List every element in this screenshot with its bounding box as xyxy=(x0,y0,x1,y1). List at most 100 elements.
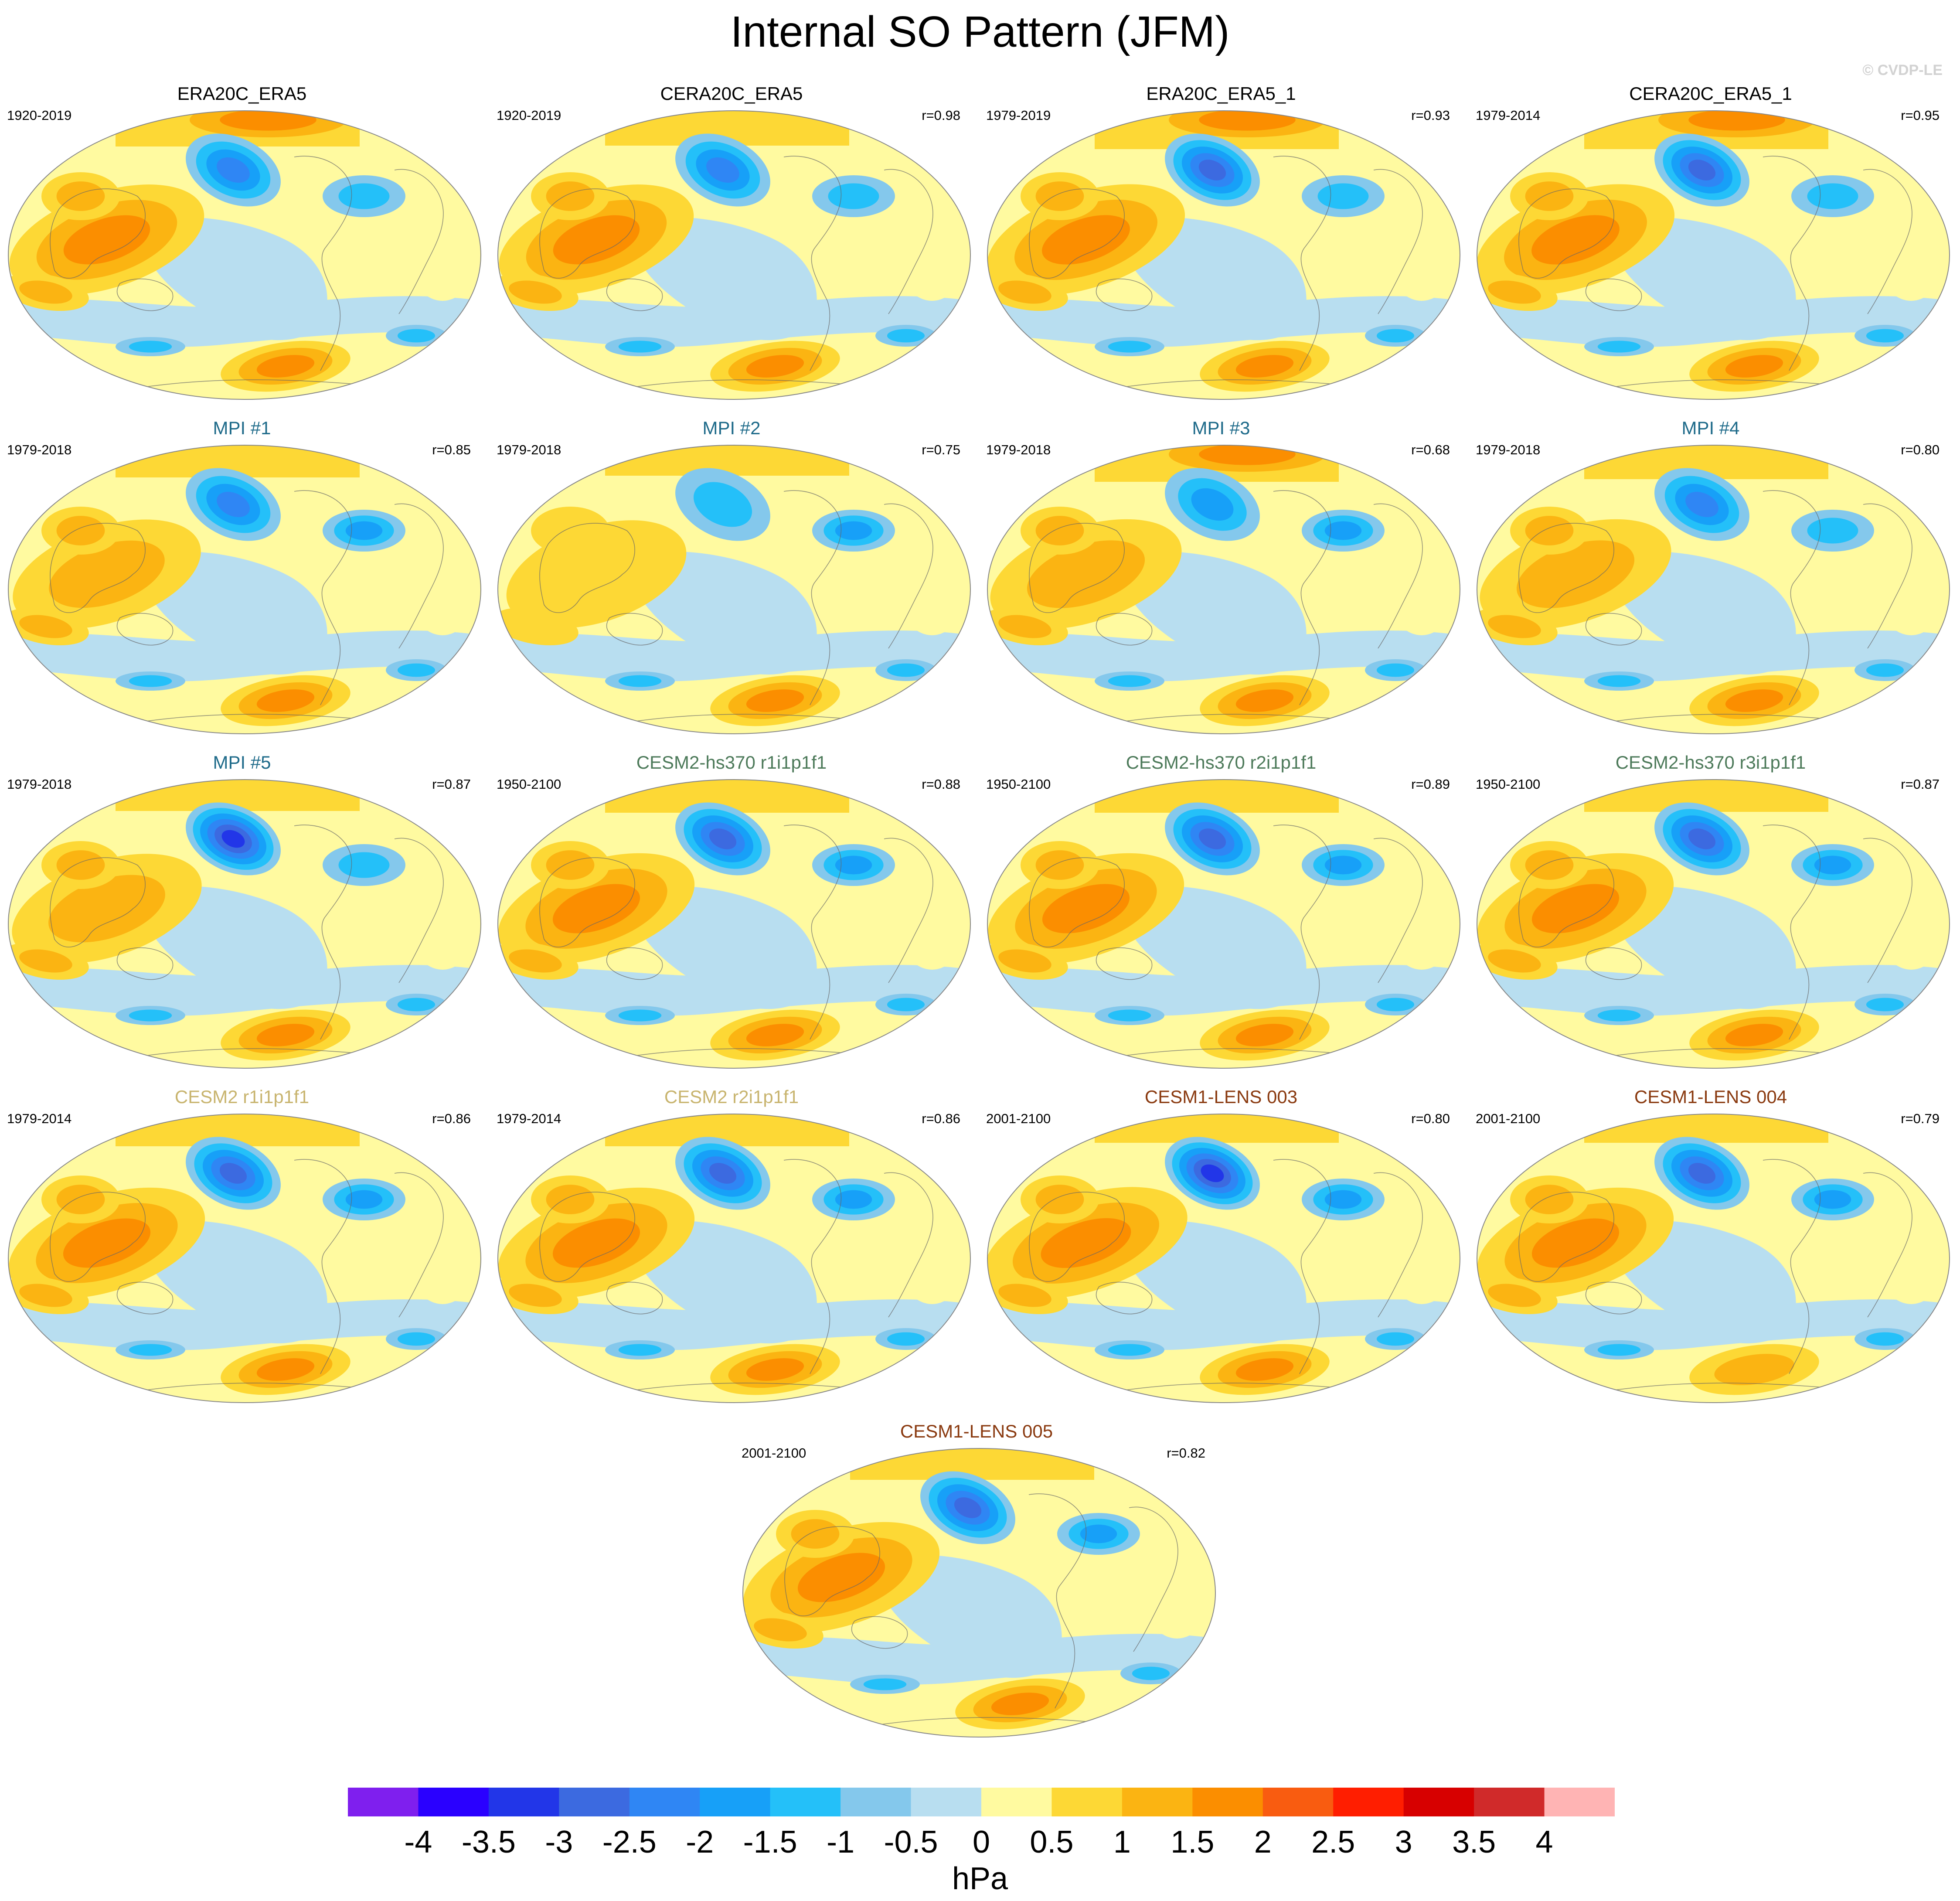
sea-level-pressure-map xyxy=(987,779,1460,1069)
colorbar-swatch xyxy=(1262,1788,1334,1816)
sea-level-pressure-map xyxy=(987,1114,1460,1403)
colorbar-tick-label: 3.5 xyxy=(1452,1825,1496,1860)
sea-level-pressure-map xyxy=(987,445,1460,734)
map-panel: MPI #4 1979-2018 r=0.80 xyxy=(1469,417,1953,740)
map-panel: CESM2-hs370 r2i1p1f1 1950-2100 r=0.89 xyxy=(979,752,1463,1074)
map-panel: ERA20C_ERA5 1920-2019 xyxy=(0,83,484,405)
colorbar-swatch xyxy=(700,1788,771,1816)
panel-title: CESM2-hs370 r2i1p1f1 xyxy=(1126,752,1317,773)
sea-level-pressure-map xyxy=(497,1114,971,1403)
sea-level-pressure-map xyxy=(497,110,971,400)
sea-level-pressure-map xyxy=(8,110,481,400)
panel-title: MPI #5 xyxy=(213,752,271,773)
panel-correlation: r=0.80 xyxy=(1901,442,1940,457)
panel-title: CERA20C_ERA5 xyxy=(660,83,803,104)
panel-period: 1979-2018 xyxy=(1476,442,1541,457)
colorbar-swatch xyxy=(770,1788,841,1816)
panel-period: 1979-2018 xyxy=(7,777,72,792)
colorbar-tick-label: 0.5 xyxy=(1030,1825,1074,1860)
colorbar-tick-label: 2.5 xyxy=(1311,1825,1355,1860)
sea-level-pressure-map xyxy=(1477,1114,1950,1403)
panel-correlation: r=0.86 xyxy=(922,1111,960,1126)
panel-correlation: r=0.86 xyxy=(432,1111,471,1126)
colorbar-swatch xyxy=(1333,1788,1404,1816)
panel-period: 1950-2100 xyxy=(986,777,1051,792)
colorbar-swatch xyxy=(1544,1788,1615,1816)
map-panel: CERA20C_ERA5 1920-2019 r=0.98 xyxy=(490,83,973,405)
panel-period: 2001-2100 xyxy=(742,1445,806,1461)
colorbar-swatch xyxy=(1192,1788,1263,1816)
panel-period: 2001-2100 xyxy=(986,1111,1051,1126)
panel-title: CESM2 r2i1p1f1 xyxy=(664,1087,799,1107)
map-panel: MPI #3 1979-2018 r=0.68 xyxy=(979,417,1463,740)
map-panel: CESM2 r1i1p1f1 1979-2014 r=0.86 xyxy=(0,1086,484,1409)
panel-period: 1979-2018 xyxy=(497,442,561,457)
panel-title: ERA20C_ERA5 xyxy=(177,83,307,104)
panel-correlation: r=0.79 xyxy=(1901,1111,1940,1126)
colorbar-swatches xyxy=(348,1788,1615,1816)
colorbar: -4 -3.5 -3 -2.5 -2 -1.5 -1 -0.5 0 0.5 1 1.5 2 2.5 3 3.5… xyxy=(0,1788,1960,1901)
colorbar-swatch xyxy=(1403,1788,1474,1816)
colorbar-swatch xyxy=(911,1788,982,1816)
panel-correlation: r=0.82 xyxy=(1167,1445,1205,1461)
colorbar-tick-label: 1 xyxy=(1113,1825,1131,1860)
map-panel: ERA20C_ERA5_1 1979-2019 r=0.93 xyxy=(979,83,1463,405)
sea-level-pressure-map xyxy=(1477,110,1950,400)
panel-title: CERA20C_ERA5_1 xyxy=(1629,83,1792,104)
colorbar-swatch xyxy=(981,1788,1052,1816)
colorbar-swatch xyxy=(488,1788,559,1816)
colorbar-tick-label: -1.5 xyxy=(743,1825,797,1860)
colorbar-tick-label: 2 xyxy=(1254,1825,1272,1860)
sea-level-pressure-map xyxy=(497,445,971,734)
sea-level-pressure-map xyxy=(742,1448,1216,1737)
colorbar-swatch xyxy=(629,1788,700,1816)
panel-period: 2001-2100 xyxy=(1476,1111,1541,1126)
map-panel: CESM1-LENS 003 2001-2100 r=0.80 xyxy=(979,1086,1463,1409)
colorbar-tick-label: 3 xyxy=(1395,1825,1412,1860)
colorbar-tick-label: -1 xyxy=(827,1825,855,1860)
colorbar-tick-label: -3 xyxy=(545,1825,573,1860)
panel-correlation: r=0.87 xyxy=(432,777,471,792)
panel-correlation: r=0.87 xyxy=(1901,777,1940,792)
sea-level-pressure-map xyxy=(8,445,481,734)
panel-title: CESM1-LENS 004 xyxy=(1634,1087,1787,1107)
panel-correlation: r=0.85 xyxy=(432,442,471,457)
colorbar-tick-label: -4 xyxy=(404,1825,432,1860)
panel-correlation: r=0.98 xyxy=(922,108,960,123)
colorbar-tick-label: -2.5 xyxy=(602,1825,657,1860)
panel-correlation: r=0.68 xyxy=(1411,442,1450,457)
map-panel: MPI #1 1979-2018 r=0.85 xyxy=(0,417,484,740)
panel-title: MPI #4 xyxy=(1681,418,1740,438)
sea-level-pressure-map xyxy=(987,110,1460,400)
panel-title: MPI #2 xyxy=(702,418,761,438)
map-panel: CESM2-hs370 r3i1p1f1 1950-2100 r=0.87 xyxy=(1469,752,1953,1074)
panel-correlation: r=0.95 xyxy=(1901,108,1940,123)
map-panel: CESM2 r2i1p1f1 1979-2014 r=0.86 xyxy=(490,1086,973,1409)
panel-period: 1950-2100 xyxy=(1476,777,1541,792)
panel-period: 1979-2014 xyxy=(7,1111,72,1126)
colorbar-swatch xyxy=(1474,1788,1545,1816)
panel-period: 1920-2019 xyxy=(497,108,561,123)
figure-title: Internal SO Pattern (JFM) xyxy=(730,7,1230,56)
panel-period: 1979-2019 xyxy=(986,108,1051,123)
panel-period: 1979-2018 xyxy=(7,442,72,457)
map-panel: CESM1-LENS 005 2001-2100 r=0.82 xyxy=(735,1421,1218,1743)
colorbar-tick-label: -2 xyxy=(686,1825,714,1860)
colorbar-tick-label: -0.5 xyxy=(884,1825,938,1860)
panel-period: 1979-2018 xyxy=(986,442,1051,457)
map-panel: MPI #5 1979-2018 r=0.87 xyxy=(0,752,484,1074)
panel-title: CESM1-LENS 005 xyxy=(900,1421,1053,1441)
colorbar-tick-label: -3.5 xyxy=(461,1825,516,1860)
colorbar-unit: hPa xyxy=(952,1861,1008,1896)
sea-level-pressure-map xyxy=(497,779,971,1069)
colorbar-tick-label: 0 xyxy=(972,1825,990,1860)
panel-correlation: r=0.75 xyxy=(922,442,960,457)
map-panel: CESM1-LENS 004 2001-2100 r=0.79 xyxy=(1469,1086,1953,1409)
colorbar-swatch xyxy=(1051,1788,1123,1816)
panel-title: CESM1-LENS 003 xyxy=(1144,1087,1298,1107)
panel-title: CESM2 r1i1p1f1 xyxy=(174,1087,310,1107)
colorbar-swatch xyxy=(348,1788,419,1816)
sea-level-pressure-map xyxy=(8,779,481,1069)
map-panel: MPI #2 1979-2018 r=0.75 xyxy=(490,417,973,740)
sea-level-pressure-map xyxy=(1477,445,1950,734)
